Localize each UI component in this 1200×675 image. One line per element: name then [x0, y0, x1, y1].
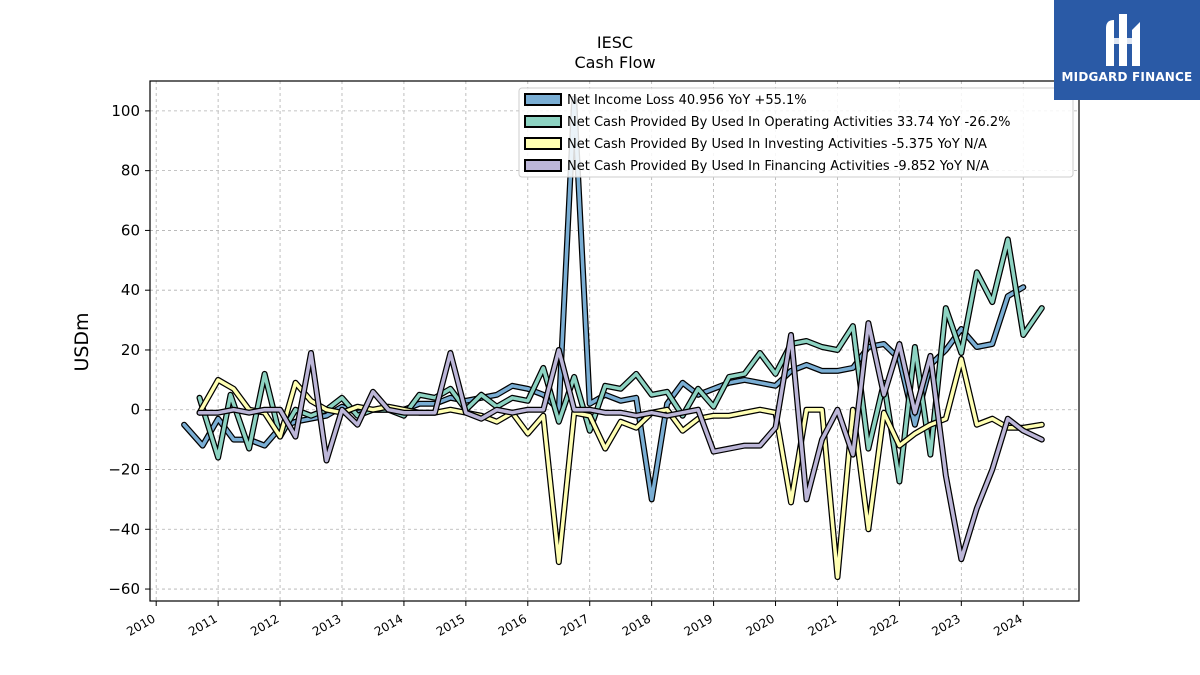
x-tick-label: 2021: [806, 611, 839, 638]
legend-entry-label: Net Cash Provided By Used In Operating A…: [567, 115, 1010, 130]
x-tick-label: 2024: [991, 611, 1024, 638]
legend-entry-label: Net Cash Provided By Used In Investing A…: [567, 137, 987, 152]
legend-swatch: [524, 115, 562, 128]
y-tick-label: 100: [111, 102, 140, 120]
x-tick-label: 2023: [929, 611, 962, 638]
midgard-finance-logo: MIDGARD FINANCE: [1054, 0, 1200, 100]
x-tick-label: 2010: [124, 611, 157, 638]
legend-entry-label: Net Cash Provided By Used In Financing A…: [567, 159, 989, 174]
y-tick-label: 80: [121, 162, 140, 180]
x-tick-label: 2022: [867, 611, 900, 638]
y-axis-label: USDm: [71, 312, 93, 371]
x-tick-label: 2016: [496, 611, 529, 638]
series-lines: [181, 95, 1045, 581]
x-tick-label: 2014: [372, 611, 405, 638]
legend: Net Income Loss 40.956 YoY +55.1% Net Cas…: [518, 87, 1074, 178]
series-line-net-cash-provided-by-used-in: [197, 237, 1044, 484]
x-tick-label: 2015: [434, 611, 467, 638]
y-tick-label: 0: [130, 401, 140, 419]
x-tick-label: 2018: [620, 611, 653, 638]
x-tick-label: 2020: [744, 611, 777, 638]
legend-swatch: [524, 93, 562, 106]
legend-swatch: [524, 159, 562, 172]
x-tick-label: 2011: [186, 611, 219, 638]
x-tick-label: 2017: [558, 611, 591, 638]
y-tick-label: −60: [108, 580, 140, 598]
plot-frame: [149, 80, 1080, 602]
x-tick-label: 2012: [248, 611, 281, 638]
y-tick-label: −20: [108, 461, 140, 479]
y-tick-label: 40: [121, 281, 140, 299]
chart-subtitle: Cash Flow: [574, 53, 655, 72]
chart-title: IESC: [597, 33, 633, 52]
x-tick-label: 2019: [682, 611, 715, 638]
legend-box: [518, 87, 1074, 178]
series-line-net-cash-provided-by-used-in: [197, 321, 1044, 561]
legend-entry-label: Net Income Loss 40.956 YoY +55.1%: [567, 93, 807, 108]
y-tick-label: −40: [108, 520, 140, 538]
logo-name: MIDGARD FINANCE: [1061, 70, 1193, 84]
midgard-logo-icon: [1106, 14, 1140, 66]
y-tick-label: 60: [121, 221, 140, 239]
x-tick-label: 2013: [310, 611, 343, 638]
y-tick-label: 20: [121, 341, 140, 359]
legend-swatch: [524, 137, 562, 150]
